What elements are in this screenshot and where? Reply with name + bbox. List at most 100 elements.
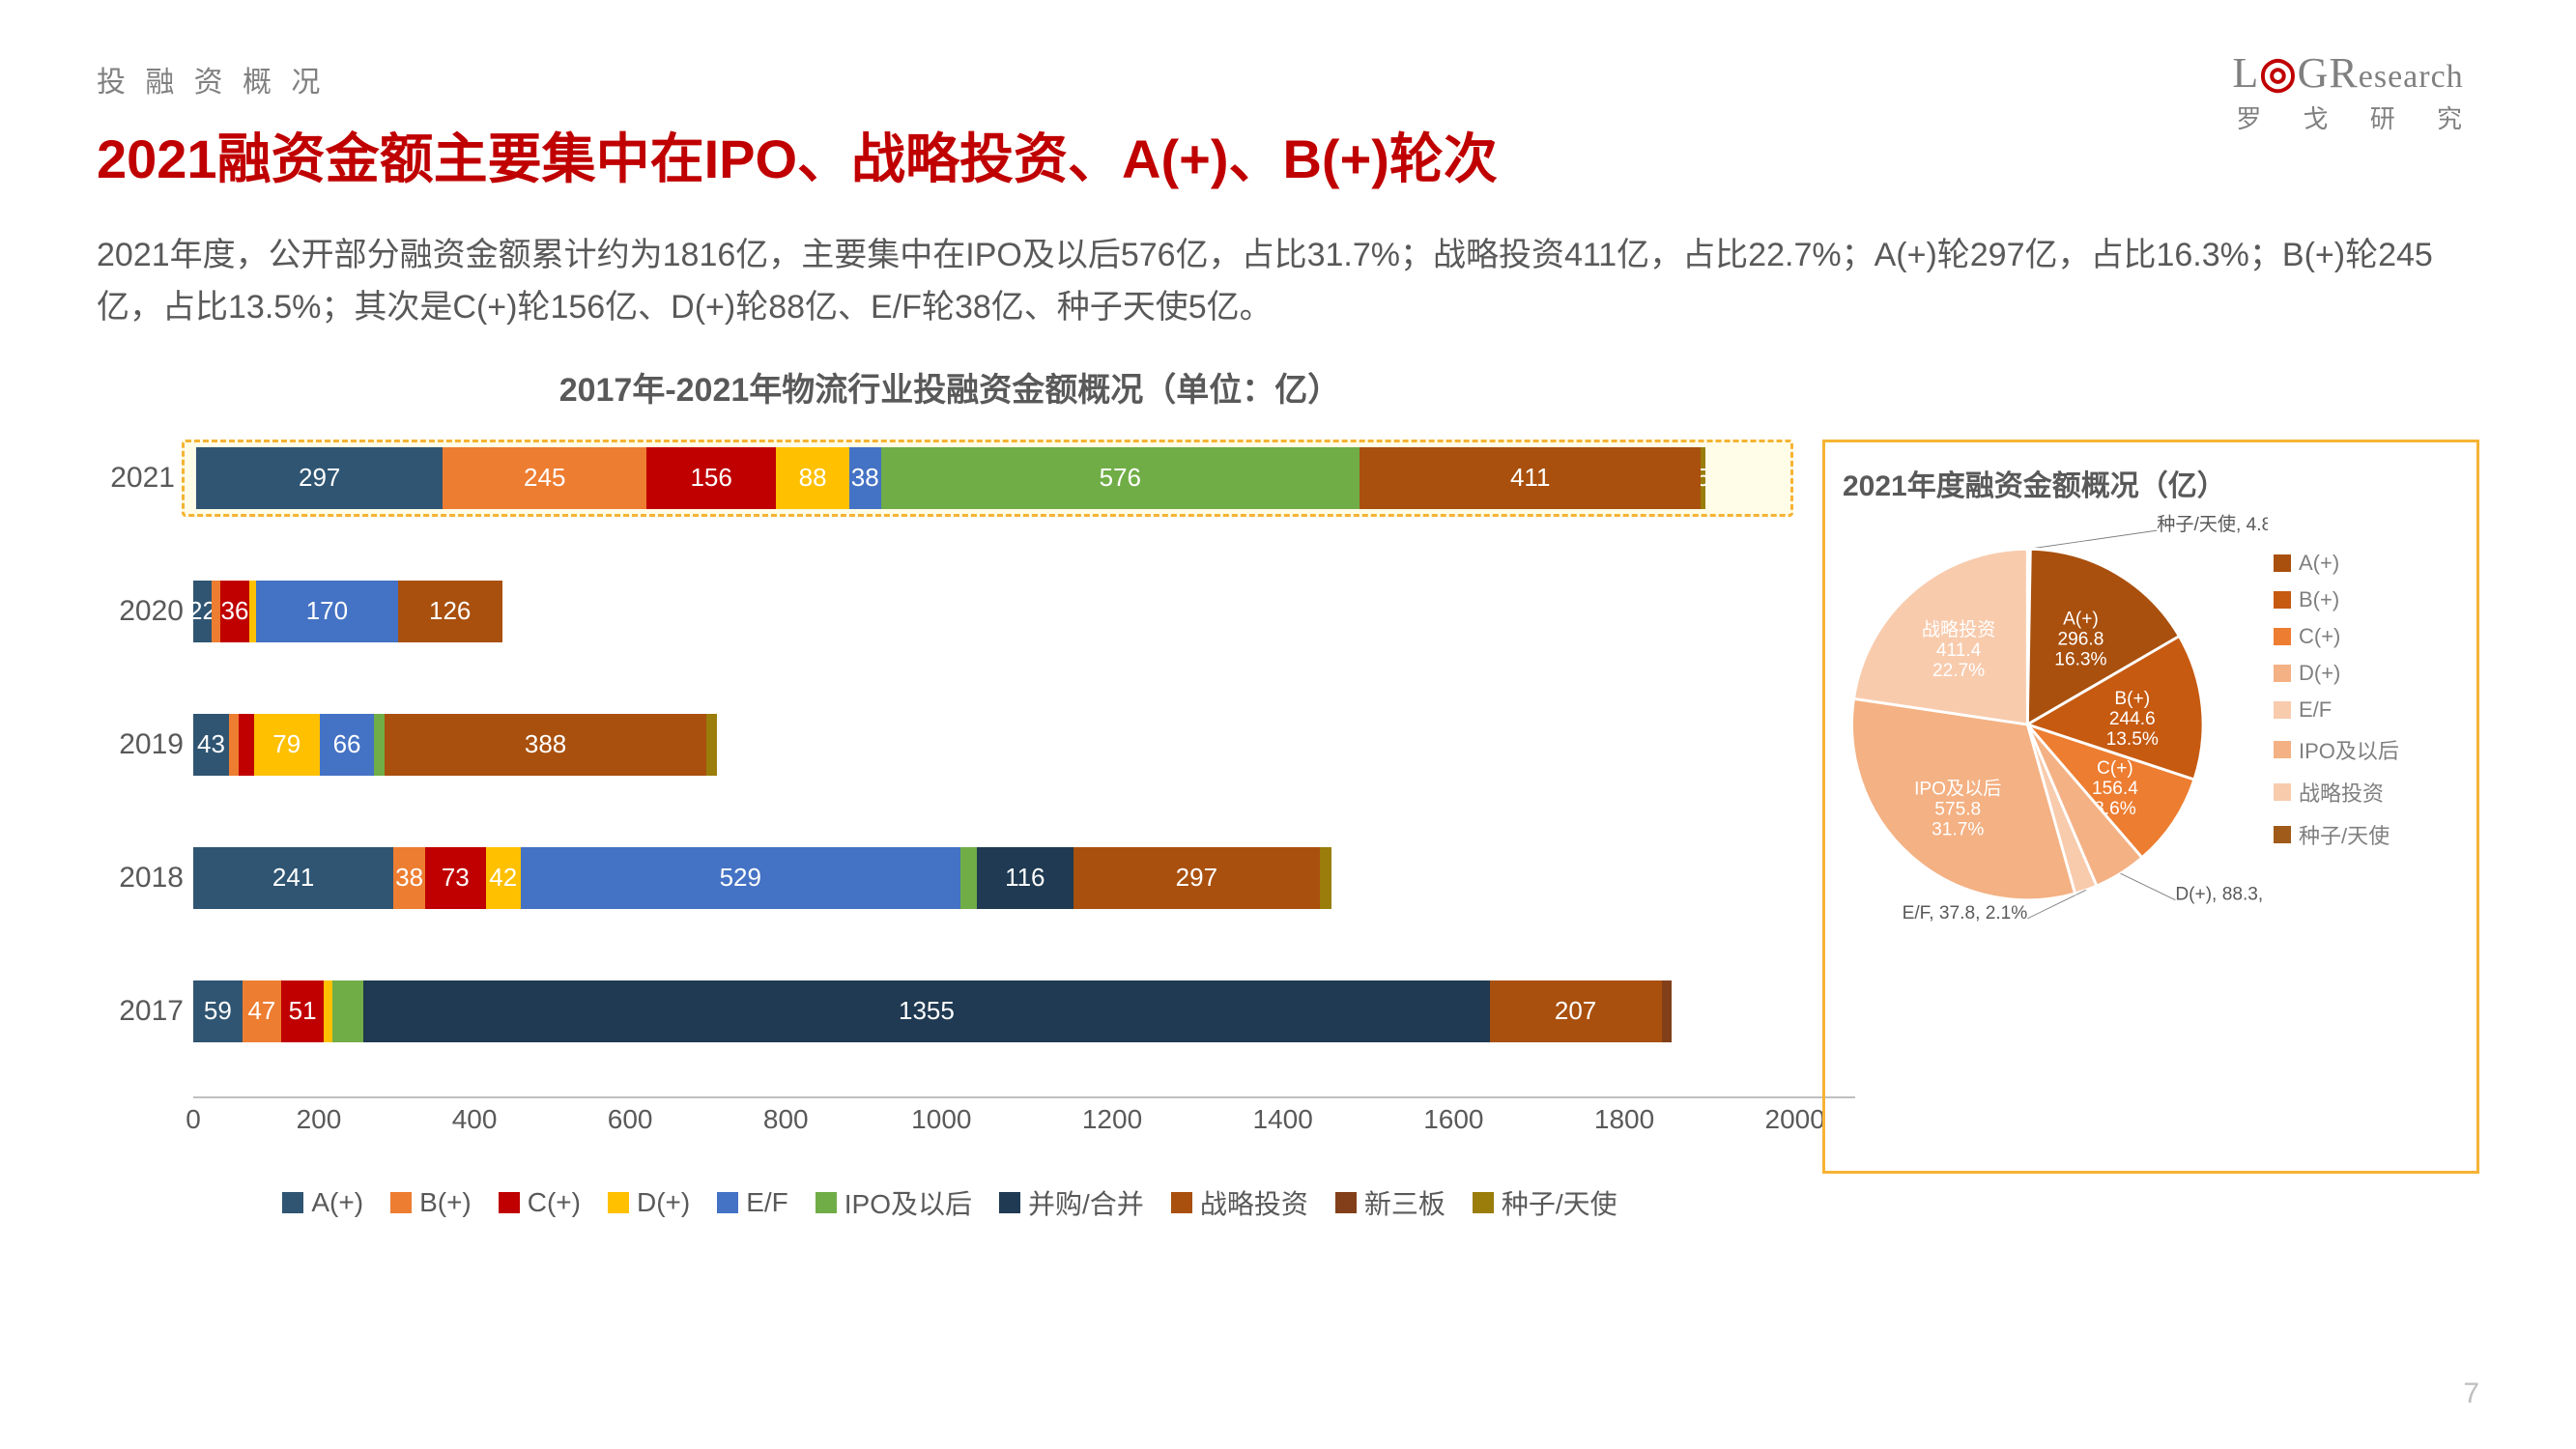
legend-swatch bbox=[999, 1192, 1020, 1213]
legend-item: 战略投资 bbox=[1171, 1183, 1308, 1222]
legend-label: C(+) bbox=[2299, 624, 2340, 649]
legend-swatch bbox=[1473, 1192, 1494, 1213]
bar-segment: 47 bbox=[243, 980, 281, 1042]
bar-segment: 529 bbox=[521, 847, 960, 909]
legend-label: A(+) bbox=[2299, 551, 2339, 576]
bar-segment: 116 bbox=[977, 847, 1073, 909]
x-tick: 200 bbox=[297, 1098, 342, 1135]
legend-swatch bbox=[1335, 1192, 1357, 1213]
legend-label: 种子/天使 bbox=[2299, 819, 2390, 850]
x-tick: 1600 bbox=[1423, 1098, 1483, 1135]
x-tick: 0 bbox=[186, 1098, 201, 1135]
bar-chart-legend: A(+) B(+) C(+) D(+) E/F IPO及以后 并购/合并 战略投资 新三板 种子/… bbox=[97, 1183, 2479, 1222]
legend-label: 种子/天使 bbox=[1502, 1183, 1617, 1222]
legend-label: B(+) bbox=[2299, 587, 2339, 612]
bar-segment: 59 bbox=[193, 980, 243, 1042]
x-tick: 1200 bbox=[1082, 1098, 1142, 1135]
x-tick: 1000 bbox=[911, 1098, 971, 1135]
pie-chart-panel: 2021年度融资金额概况（亿） 种子/天使, 4.8, 0.3%A(+)296.… bbox=[1822, 440, 2479, 1174]
bar-segment bbox=[239, 714, 253, 776]
bar-segment: 576 bbox=[881, 447, 1360, 509]
pie-legend-item: C(+) bbox=[2274, 624, 2399, 649]
bar-row: 20175947511355207 bbox=[193, 973, 1793, 1050]
bar-segment bbox=[249, 581, 256, 642]
description-text: 2021年度，公开部分融资金额累计约为1816亿，主要集中在IPO及以后576亿… bbox=[97, 229, 2464, 334]
bar-row: 202129724515688385764115 bbox=[182, 440, 1793, 517]
bar-segment: 79 bbox=[254, 714, 320, 776]
pie-chart: 种子/天使, 4.8, 0.3%A(+)296.816.3%B(+)244.61… bbox=[1843, 512, 2268, 937]
bar-segment bbox=[1320, 847, 1331, 909]
y-axis-label: 2018 bbox=[106, 862, 184, 895]
bar-segment: 207 bbox=[1490, 980, 1662, 1042]
legend-swatch bbox=[499, 1192, 520, 1213]
stacked-bar-chart: 202129724515688385764115 20202236170126 20… bbox=[97, 440, 1793, 1174]
legend-swatch bbox=[282, 1192, 303, 1213]
y-axis-label: 2021 bbox=[98, 462, 175, 495]
bar-segment bbox=[332, 980, 364, 1042]
x-tick: 600 bbox=[608, 1098, 653, 1135]
bar-row: 2019437966388 bbox=[193, 706, 1793, 783]
legend-item: B(+) bbox=[390, 1183, 472, 1222]
legend-label: 战略投资 bbox=[1200, 1183, 1308, 1222]
bar-row: 2018241387342529116297 bbox=[193, 839, 1793, 917]
legend-label: 并购/合并 bbox=[1028, 1183, 1144, 1222]
bar-segment: 1355 bbox=[363, 980, 1489, 1042]
legend-item: 并购/合并 bbox=[999, 1183, 1144, 1222]
page-number: 7 bbox=[2463, 1378, 2479, 1410]
bar-segment: 51 bbox=[281, 980, 324, 1042]
bar-row: 20202236170126 bbox=[193, 573, 1793, 650]
bar-segment bbox=[374, 714, 384, 776]
bar-segment bbox=[324, 980, 332, 1042]
legend-item: E/F bbox=[717, 1183, 788, 1222]
bar-segment: 170 bbox=[256, 581, 397, 642]
bar-segment: 245 bbox=[443, 447, 646, 509]
x-tick: 2000 bbox=[1765, 1098, 1825, 1135]
bar-segment: 388 bbox=[385, 714, 707, 776]
legend-item: 新三板 bbox=[1335, 1183, 1445, 1222]
legend-item: D(+) bbox=[608, 1183, 690, 1222]
bar-segment: 38 bbox=[849, 447, 881, 509]
legend-swatch bbox=[390, 1192, 412, 1213]
bar-segment: 22 bbox=[193, 581, 212, 642]
legend-swatch bbox=[816, 1192, 837, 1213]
legend-item: A(+) bbox=[282, 1183, 363, 1222]
bar-segment: 43 bbox=[193, 714, 229, 776]
bar-segment: 66 bbox=[320, 714, 375, 776]
legend-label: 新三板 bbox=[1364, 1183, 1445, 1222]
y-axis-label: 2020 bbox=[106, 595, 184, 628]
legend-label: E/F bbox=[746, 1187, 788, 1218]
y-axis-label: 2019 bbox=[106, 728, 184, 761]
x-tick: 800 bbox=[763, 1098, 809, 1135]
legend-swatch bbox=[2274, 741, 2291, 758]
logo-target-icon: ◎ bbox=[2259, 49, 2297, 97]
legend-label: 战略投资 bbox=[2299, 777, 2384, 808]
legend-label: IPO及以后 bbox=[844, 1183, 972, 1222]
logo-subtitle: 罗 戈 研 究 bbox=[2236, 99, 2479, 135]
bar-segment bbox=[212, 581, 220, 642]
x-tick: 400 bbox=[452, 1098, 498, 1135]
pie-legend-item: D(+) bbox=[2274, 661, 2399, 686]
legend-label: D(+) bbox=[2299, 661, 2340, 686]
bar-segment: 73 bbox=[425, 847, 486, 909]
y-axis-label: 2017 bbox=[106, 995, 184, 1028]
pie-legend-item: E/F bbox=[2274, 697, 2399, 723]
pie-legend-item: B(+) bbox=[2274, 587, 2399, 612]
bar-segment bbox=[1662, 980, 1672, 1042]
breadcrumb: 投 融 资 概 况 bbox=[97, 58, 2479, 100]
x-tick: 1400 bbox=[1253, 1098, 1313, 1135]
legend-swatch bbox=[1171, 1192, 1192, 1213]
legend-label: A(+) bbox=[311, 1187, 363, 1218]
pie-legend-item: A(+) bbox=[2274, 551, 2399, 576]
pie-legend-item: 战略投资 bbox=[2274, 777, 2399, 808]
legend-swatch bbox=[2274, 665, 2291, 682]
bar-segment: 88 bbox=[776, 447, 849, 509]
pie-legend-item: IPO及以后 bbox=[2274, 734, 2399, 765]
bar-chart-title: 2017年-2021年物流行业投融资金额概况（单位：亿） bbox=[97, 363, 2479, 411]
logo-text: esearch bbox=[2359, 59, 2464, 95]
legend-label: D(+) bbox=[637, 1187, 690, 1218]
bar-segment: 297 bbox=[196, 447, 443, 509]
legend-item: C(+) bbox=[499, 1183, 581, 1222]
pie-chart-title: 2021年度融资金额概况（亿） bbox=[1843, 462, 2459, 504]
bar-segment: 241 bbox=[193, 847, 393, 909]
bar-segment: 36 bbox=[220, 581, 250, 642]
